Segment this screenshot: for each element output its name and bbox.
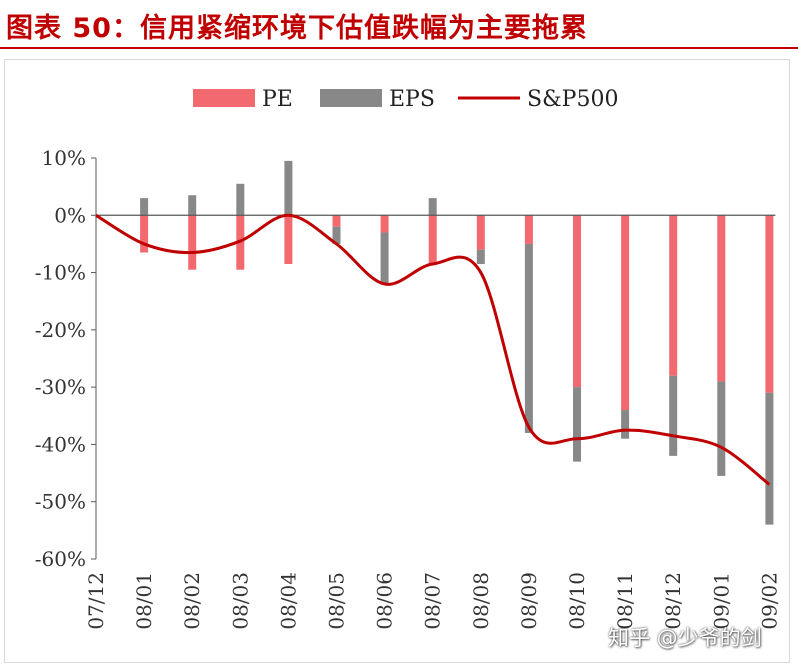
x-tick-label: 08/12 [661,572,685,630]
y-tick-label: -50% [35,490,86,514]
eps-bar [669,375,678,456]
x-tick-label: 08/01 [132,572,156,630]
pe-bar [380,215,389,233]
pe-bar [284,215,293,264]
eps-bar [236,183,245,216]
watermark: 知乎 @少爷的剑 [608,626,762,650]
legend-label-sp500: S&P500 [527,87,618,112]
y-tick-label: -30% [35,375,86,399]
bars [96,160,776,525]
eps-bar [621,410,630,439]
y-tick-label: -20% [35,318,86,342]
legend-swatch-eps [320,89,382,107]
pe-bar [669,215,678,376]
pe-bar [188,215,197,270]
pe-bar [621,215,630,411]
legend-label-pe: PE [262,87,293,112]
x-tick-label: 08/02 [180,572,204,630]
eps-bar [188,195,197,216]
x-axis: 07/12 08/01 08/02 08/03 08/04 08/05 08/06 08/07… [84,572,781,630]
eps-bar [476,249,485,264]
y-tick-label: 10% [42,146,86,170]
y-tick-label: -10% [35,261,86,285]
pe-bar [428,215,437,264]
sp500-line [95,213,771,486]
x-tick-label: 08/09 [517,572,541,630]
eps-bar [380,232,389,285]
eps-bar [428,198,437,216]
y-tick-label: -40% [35,432,86,456]
eps-bar [524,243,533,433]
x-tick-label: 07/12 [84,572,108,630]
eps-bar [765,392,774,525]
y-axis: 10% 0% -10% -20% -30% -40% -50% -60% [35,146,97,571]
pe-bar [717,215,726,382]
sp500-series-line [95,213,771,486]
eps-bar [717,381,726,476]
eps-bar [140,198,149,216]
pe-bar [140,215,149,253]
y-tick-label: 0% [54,203,86,227]
chart-title: 图表 50：信用紧缩环境下估值跌幅为主要拖累 [6,13,588,44]
y-tick-label: -60% [35,547,86,571]
x-tick-label: 08/07 [421,572,445,630]
x-tick-label: 09/02 [757,572,781,630]
pe-bar [573,215,581,388]
x-tick-label: 08/06 [373,572,397,630]
x-tick-label: 08/08 [469,572,493,630]
eps-bar [284,160,293,216]
legend: PE EPS S&P500 [193,87,618,112]
pe-bar [332,215,341,227]
x-tick-label: 08/05 [325,572,349,630]
pe-bar [476,215,485,250]
x-tick-label: 08/10 [565,572,589,630]
chart-frame [4,59,790,663]
legend-swatch-pe [193,89,255,107]
eps-bar [332,226,341,244]
pe-bar [765,215,774,393]
x-tick-label: 08/03 [228,572,252,630]
pe-bar [524,215,533,244]
legend-label-eps: EPS [389,87,435,112]
x-tick-label: 08/11 [613,572,637,630]
eps-bar [573,387,581,462]
title-underline [0,47,798,49]
x-tick-label: 08/04 [276,572,300,630]
x-tick-label: 09/01 [709,572,733,630]
